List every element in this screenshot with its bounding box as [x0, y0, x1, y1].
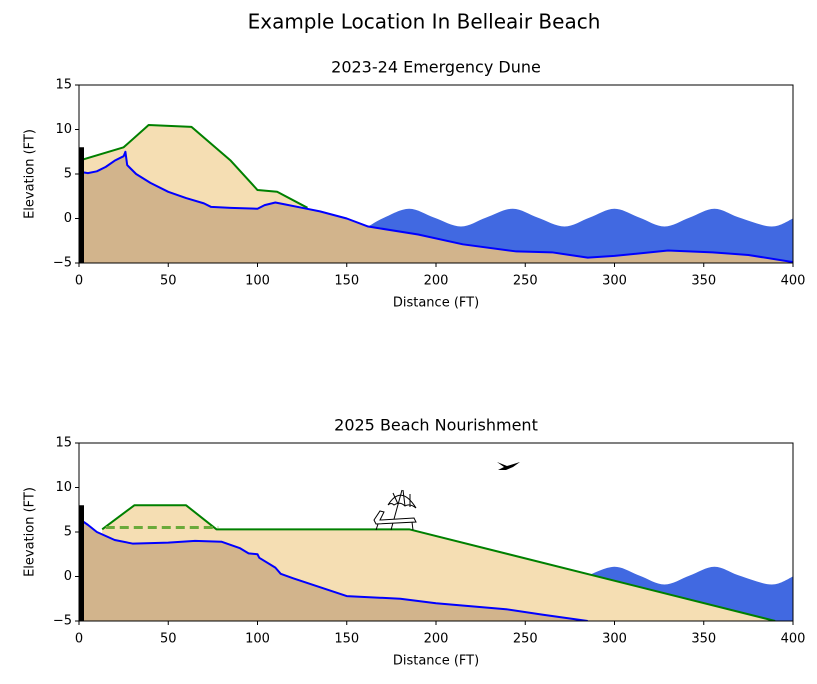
- plot-area: [79, 125, 793, 263]
- chart-title: 2023-24 Emergency Dune: [331, 58, 541, 77]
- x-tick-label: 350: [691, 632, 716, 647]
- y-axis-label: Elevation (FT): [23, 487, 38, 577]
- x-tick-label: 200: [424, 632, 449, 647]
- figure: Example Location In Belleair Beach 05010…: [0, 0, 817, 684]
- x-axis-label: Distance (FT): [393, 296, 479, 311]
- y-tick-label: 15: [55, 436, 72, 451]
- icons: [374, 462, 520, 530]
- x-tick-label: 100: [245, 632, 270, 647]
- x-tick-label: 50: [160, 632, 177, 647]
- x-tick-label: 400: [781, 274, 806, 289]
- x-tick-label: 350: [691, 274, 716, 289]
- y-tick-label: 5: [64, 525, 72, 540]
- beach-umbrella-icon: [374, 490, 416, 530]
- x-tick-label: 150: [334, 632, 359, 647]
- y-tick-label: 10: [55, 480, 72, 495]
- x-tick-label: 300: [602, 274, 627, 289]
- y-tick-label: 5: [64, 167, 72, 182]
- x-tick-label: 250: [513, 632, 538, 647]
- bird-icon: [497, 462, 520, 470]
- x-tick-label: 400: [781, 632, 806, 647]
- x-tick-label: 100: [245, 274, 270, 289]
- x-tick-label: 150: [334, 274, 359, 289]
- x-tick-label: 0: [75, 274, 83, 289]
- figure-title: Example Location In Belleair Beach: [248, 10, 601, 34]
- y-tick-label: −5: [53, 614, 72, 629]
- chart-title: 2025 Beach Nourishment: [334, 416, 538, 435]
- x-tick-label: 0: [75, 632, 83, 647]
- x-tick-label: 300: [602, 632, 627, 647]
- y-tick-label: 10: [55, 122, 72, 137]
- x-axis-label: Distance (FT): [393, 654, 479, 669]
- x-tick-label: 50: [160, 274, 177, 289]
- y-axis-label: Elevation (FT): [23, 129, 38, 219]
- plot-area: [79, 505, 793, 621]
- y-tick-label: −5: [53, 256, 72, 271]
- y-tick-label: 0: [64, 211, 72, 226]
- x-tick-label: 250: [513, 274, 538, 289]
- y-tick-label: 15: [55, 78, 72, 93]
- x-tick-label: 200: [424, 274, 449, 289]
- y-tick-label: 0: [64, 569, 72, 584]
